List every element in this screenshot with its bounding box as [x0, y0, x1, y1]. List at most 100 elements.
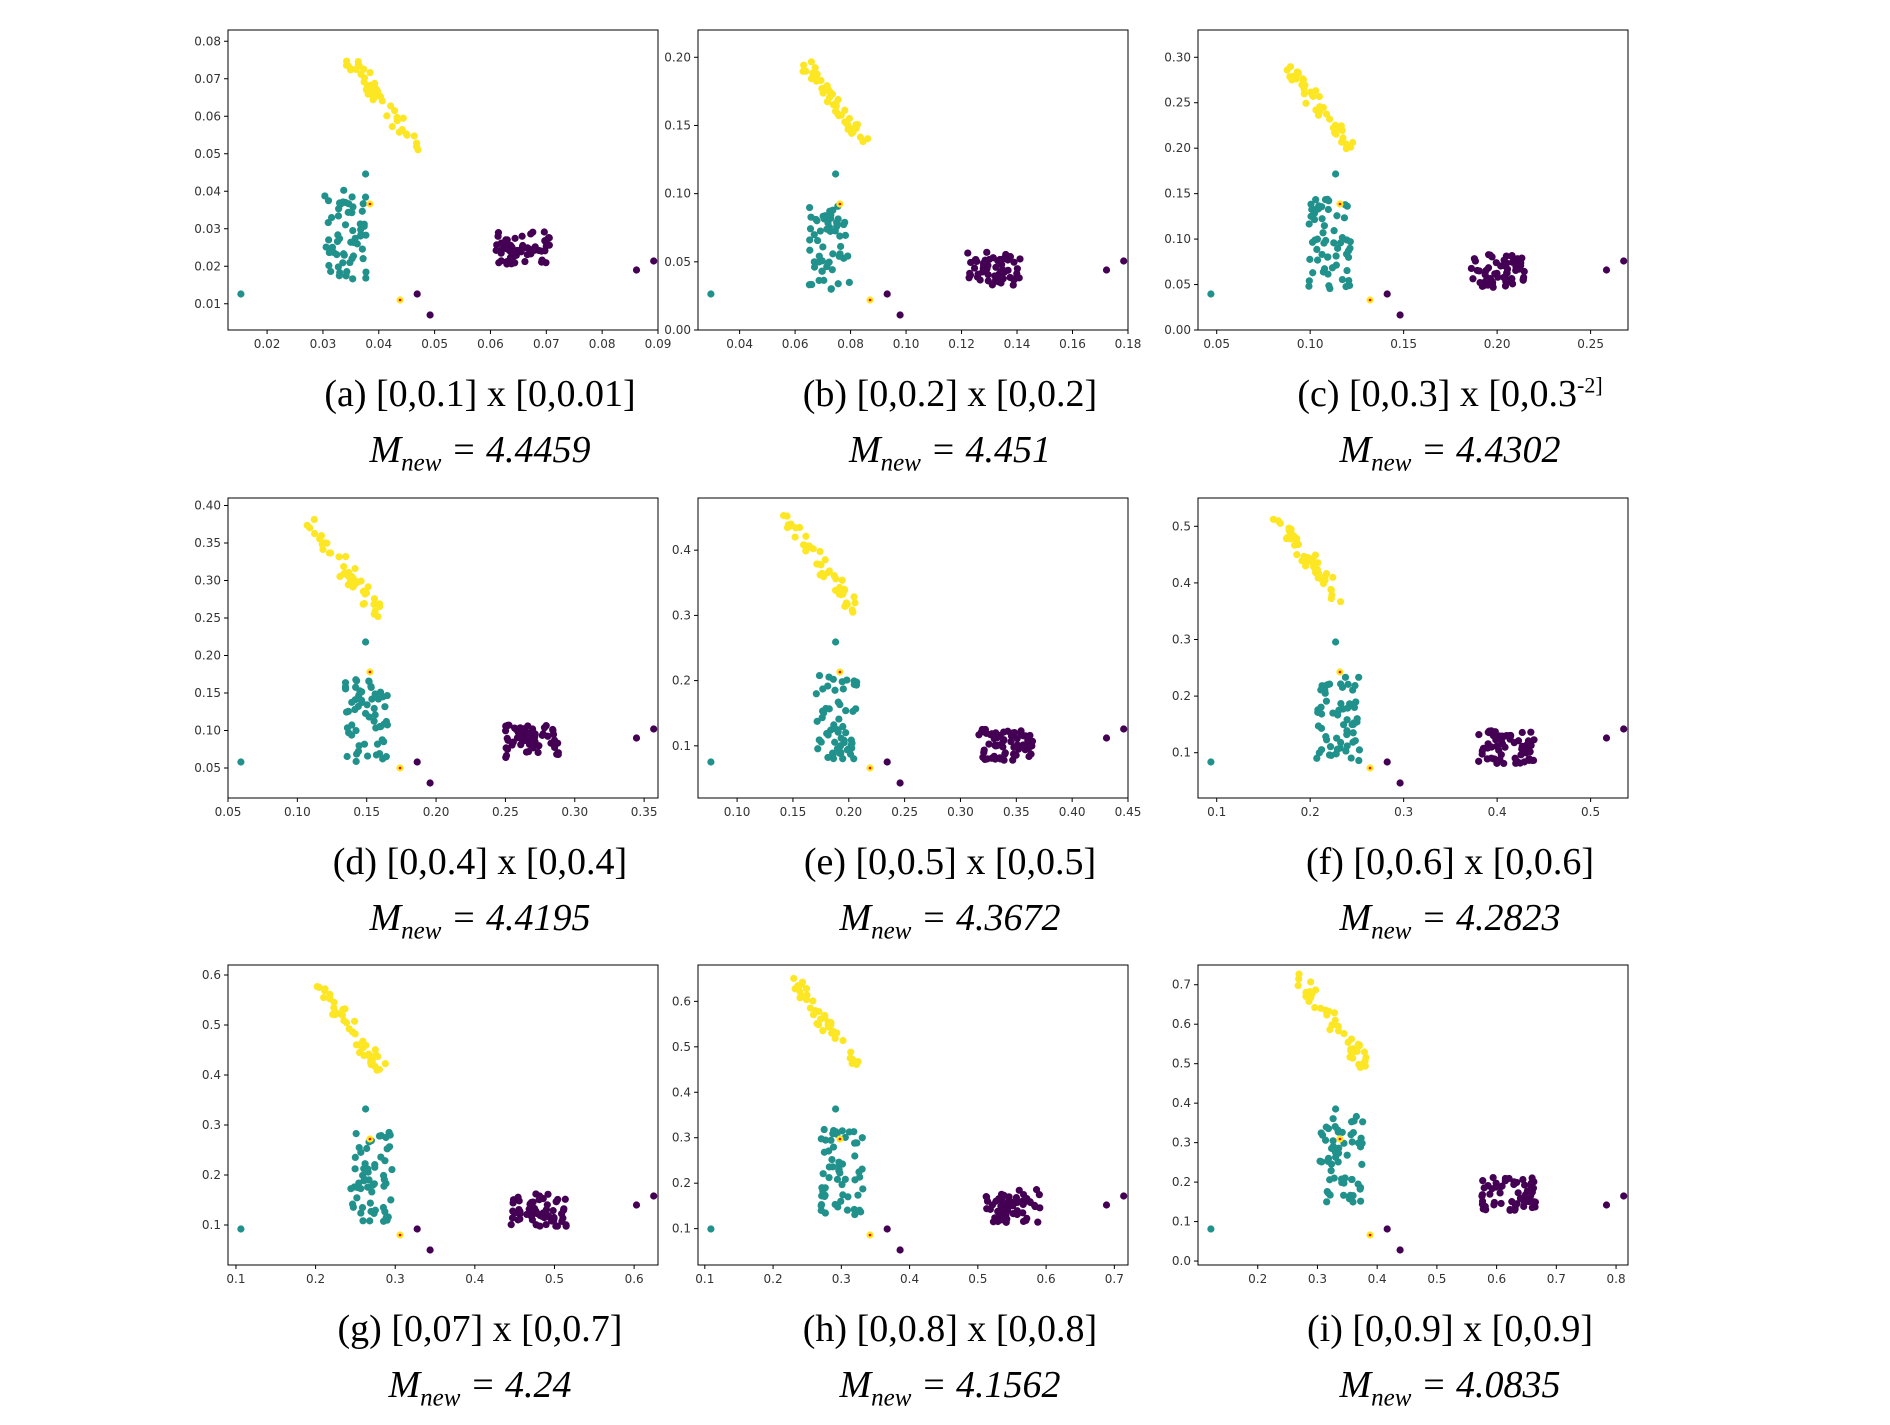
scatter-point-teal	[829, 1143, 838, 1151]
scatter-point-yellow	[331, 1011, 339, 1019]
scatter-point-teal	[828, 1155, 836, 1164]
scatter-point-teal	[854, 1191, 862, 1199]
scatter-point-purple	[1475, 731, 1483, 739]
scatter-point-yellow	[1360, 1059, 1368, 1067]
y-tick-label: 0.25	[194, 611, 221, 625]
y-tick-label: 0.2	[202, 1168, 221, 1182]
panel-interval: [0,0.6] x [0,0.6]	[1353, 841, 1595, 883]
scatter-point-purple	[1525, 744, 1533, 752]
x-tick-label: 0.45	[1115, 805, 1142, 819]
metric-value: = 4.2823	[1420, 897, 1561, 939]
scatter-point-purple	[1480, 1184, 1488, 1192]
scatter-point-teal	[1349, 729, 1357, 737]
scatter-plot: 0.2 0.3 0.4 0.5 0.6 0.7 0.8 0.0 0.1 0.2 0.3 0.4 0.5 0…	[1172, 964, 1629, 1286]
x-tick-label: 0.05	[421, 337, 448, 351]
scatter-point-teal	[1340, 1191, 1348, 1199]
scatter-point-purple	[1013, 1198, 1021, 1207]
scatter-point-teal	[848, 739, 856, 747]
scatter-point-teal	[1347, 1131, 1355, 1139]
scatter-point-yellow	[388, 122, 396, 131]
scatter-point-teal	[823, 729, 831, 738]
scatter-point-yellow	[330, 1004, 338, 1012]
scatter-point-yellow	[815, 1021, 823, 1029]
scatter-point-teal	[823, 225, 831, 233]
outlier-point	[426, 1246, 434, 1254]
scatter-point-teal	[387, 1196, 395, 1204]
scatter-point-teal	[349, 1203, 357, 1211]
panel-a: 0.02 0.03 0.04 0.05 0.06 0.07 0.08 0.09 0.01 0.02…	[194, 20, 740, 490]
scatter-point-yellow	[319, 545, 327, 554]
scatter-point-purple	[503, 734, 511, 742]
scatter-point-purple	[1475, 267, 1483, 275]
scatter-point-purple	[1034, 1218, 1042, 1226]
scatter-point-teal	[1355, 746, 1364, 754]
scatter-point-purple	[1501, 743, 1509, 751]
scatter-point-teal	[1327, 1167, 1335, 1175]
plot-frame	[227, 497, 659, 799]
scatter-point-teal	[352, 726, 360, 735]
scatter-point-yellow	[335, 553, 343, 561]
y-tick-label: 0.02	[194, 259, 221, 273]
scatter-point-teal	[358, 1203, 367, 1212]
outlier-marker	[868, 1233, 872, 1237]
scatter-point-purple	[997, 279, 1005, 287]
scatter-point-purple	[547, 739, 555, 747]
metric-caption: Mnew = 4.1562	[690, 1363, 1210, 1413]
scatter-point-purple	[973, 273, 982, 281]
outlier-point	[832, 638, 840, 646]
scatter-point-teal	[837, 1197, 845, 1205]
scatter-point-teal	[819, 1187, 827, 1195]
metric-caption: Mnew = 4.4195	[220, 896, 740, 946]
scatter-point-teal	[1333, 212, 1341, 220]
y-tick-label: 0.05	[194, 761, 221, 775]
scatter-point-purple	[1512, 266, 1520, 274]
outlier-marker	[1338, 670, 1342, 674]
scatter-point-purple	[1004, 727, 1012, 735]
scatter-point-yellow	[852, 1058, 860, 1067]
scatter-point-purple	[520, 725, 528, 733]
outlier-point	[413, 1225, 421, 1233]
scatter-point-teal	[821, 1209, 829, 1217]
scatter-point-purple	[557, 1210, 566, 1218]
scatter-point-purple	[1517, 751, 1525, 759]
plot-frame	[697, 964, 1129, 1266]
metric-value: = 4.4459	[450, 429, 591, 471]
outlier-point	[237, 758, 245, 766]
scatter-point-teal	[806, 225, 815, 233]
scatter-point-yellow	[360, 74, 369, 82]
y-tick-label: 0.2	[672, 1176, 691, 1190]
x-tick-label: 0.04	[365, 337, 392, 351]
scatter-point-teal	[821, 212, 829, 220]
scatter-point-purple	[1518, 745, 1526, 753]
scatter-point-yellow	[832, 99, 840, 107]
outlier-point	[707, 758, 715, 766]
scatter-point-teal	[839, 755, 847, 763]
metric-caption: Mnew = 4.24	[220, 1363, 740, 1413]
scatter-point-yellow	[1315, 92, 1323, 101]
scatter-point-yellow	[1349, 1054, 1357, 1062]
scatter-point-purple	[1471, 257, 1480, 265]
scatter-point-yellow	[802, 985, 811, 993]
scatter-point-teal	[335, 199, 344, 207]
metric-value: = 4.24	[469, 1364, 572, 1406]
scatter-point-teal	[1307, 212, 1315, 220]
scatter-point-teal	[361, 193, 370, 201]
outlier-point	[896, 779, 904, 787]
scatter-point-yellow	[321, 539, 329, 547]
scatter-point-yellow	[410, 132, 418, 140]
panel-g: 0.1 0.2 0.3 0.4 0.5 0.6 0.1 0.2 0.3 0.4 0.5 0.6 (g) …	[202, 955, 740, 1425]
scatter-plot: 0.02 0.03 0.04 0.05 0.06 0.07 0.08 0.09 0.01 0.02…	[194, 29, 671, 351]
metric-symbol: M	[848, 429, 881, 471]
scatter-point-purple	[1485, 251, 1493, 259]
panel-interval: [0,0.2] x [0,0.2]	[856, 373, 1098, 415]
scatter-point-yellow	[310, 515, 318, 524]
panel-e: 0.10 0.15 0.20 0.25 0.30 0.35 0.40 0.45 0.1 0.2 0.…	[672, 488, 1210, 958]
panel-f: 0.1 0.2 0.3 0.4 0.5 0.1 0.2 0.3 0.4 0.5 (f) [0,0.6…	[1172, 488, 1710, 958]
scatter-point-teal	[355, 1179, 363, 1187]
scatter-point-teal	[351, 1153, 359, 1161]
outlier-point	[413, 758, 421, 766]
x-tick-label: 0.1	[695, 1272, 714, 1286]
scatter-point-yellow	[1336, 598, 1345, 606]
scatter-point-teal	[1305, 282, 1313, 290]
scatter-point-teal	[1328, 264, 1337, 272]
